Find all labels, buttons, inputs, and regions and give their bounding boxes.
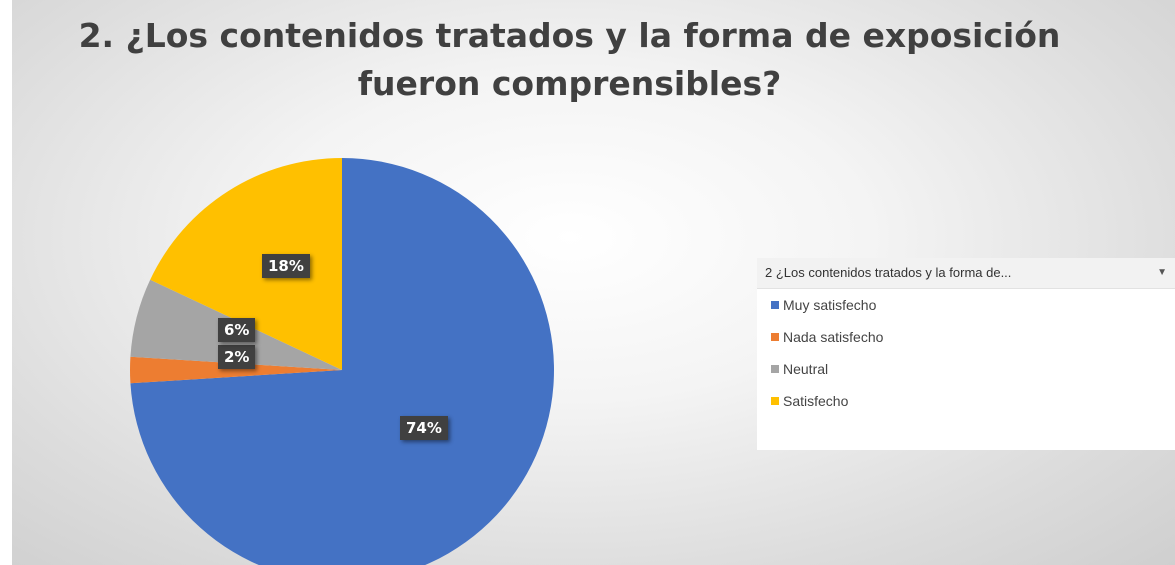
chevron-down-icon[interactable]: ▼ xyxy=(1157,267,1167,278)
chart-title-line-2: fueron comprensibles? xyxy=(357,64,782,103)
data-label-neutral: 6% xyxy=(218,318,256,342)
data-label-satisfecho: 18% xyxy=(262,254,310,278)
legend-swatch xyxy=(771,333,779,342)
legend-header-text: 2 ¿Los contenidos tratados y la forma de… xyxy=(765,265,1012,280)
legend-item-satisfecho[interactable]: Satisfecho xyxy=(757,385,1175,417)
legend-item-muy-satisfecho[interactable]: Muy satisfecho xyxy=(757,289,1175,321)
legend-label: Nada satisfecho xyxy=(783,329,884,345)
pie-slice-nada-satisfecho[interactable] xyxy=(130,356,342,384)
legend-swatch xyxy=(771,301,779,310)
legend-label: Neutral xyxy=(783,361,829,377)
data-label-nada-satisfecho: 2% xyxy=(218,345,256,369)
chart-area: 2. ¿Los contenidos tratados y la forma d… xyxy=(12,0,1175,565)
legend-items: Muy satisfecho Nada satisfecho Neutral Sati… xyxy=(757,289,1175,417)
data-label-muy-satisfecho: 74% xyxy=(400,416,448,440)
legend-header[interactable]: 2 ¿Los contenidos tratados y la forma de… xyxy=(757,258,1175,289)
legend-item-neutral[interactable]: Neutral xyxy=(757,353,1175,385)
legend-label: Muy satisfecho xyxy=(783,297,877,313)
chart-title-line-1: 2. ¿Los contenidos tratados y la forma d… xyxy=(78,16,1061,55)
legend-item-nada-satisfecho[interactable]: Nada satisfecho xyxy=(757,321,1175,353)
legend-swatch xyxy=(771,365,779,374)
chart-title: 2. ¿Los contenidos tratados y la forma d… xyxy=(12,12,1127,108)
legend-label: Satisfecho xyxy=(783,393,849,409)
pie-slice-muy-satisfecho[interactable] xyxy=(130,158,554,565)
pie-slice-satisfecho[interactable] xyxy=(150,158,342,370)
legend[interactable]: 2 ¿Los contenidos tratados y la forma de… xyxy=(757,258,1175,450)
legend-swatch xyxy=(771,397,779,406)
